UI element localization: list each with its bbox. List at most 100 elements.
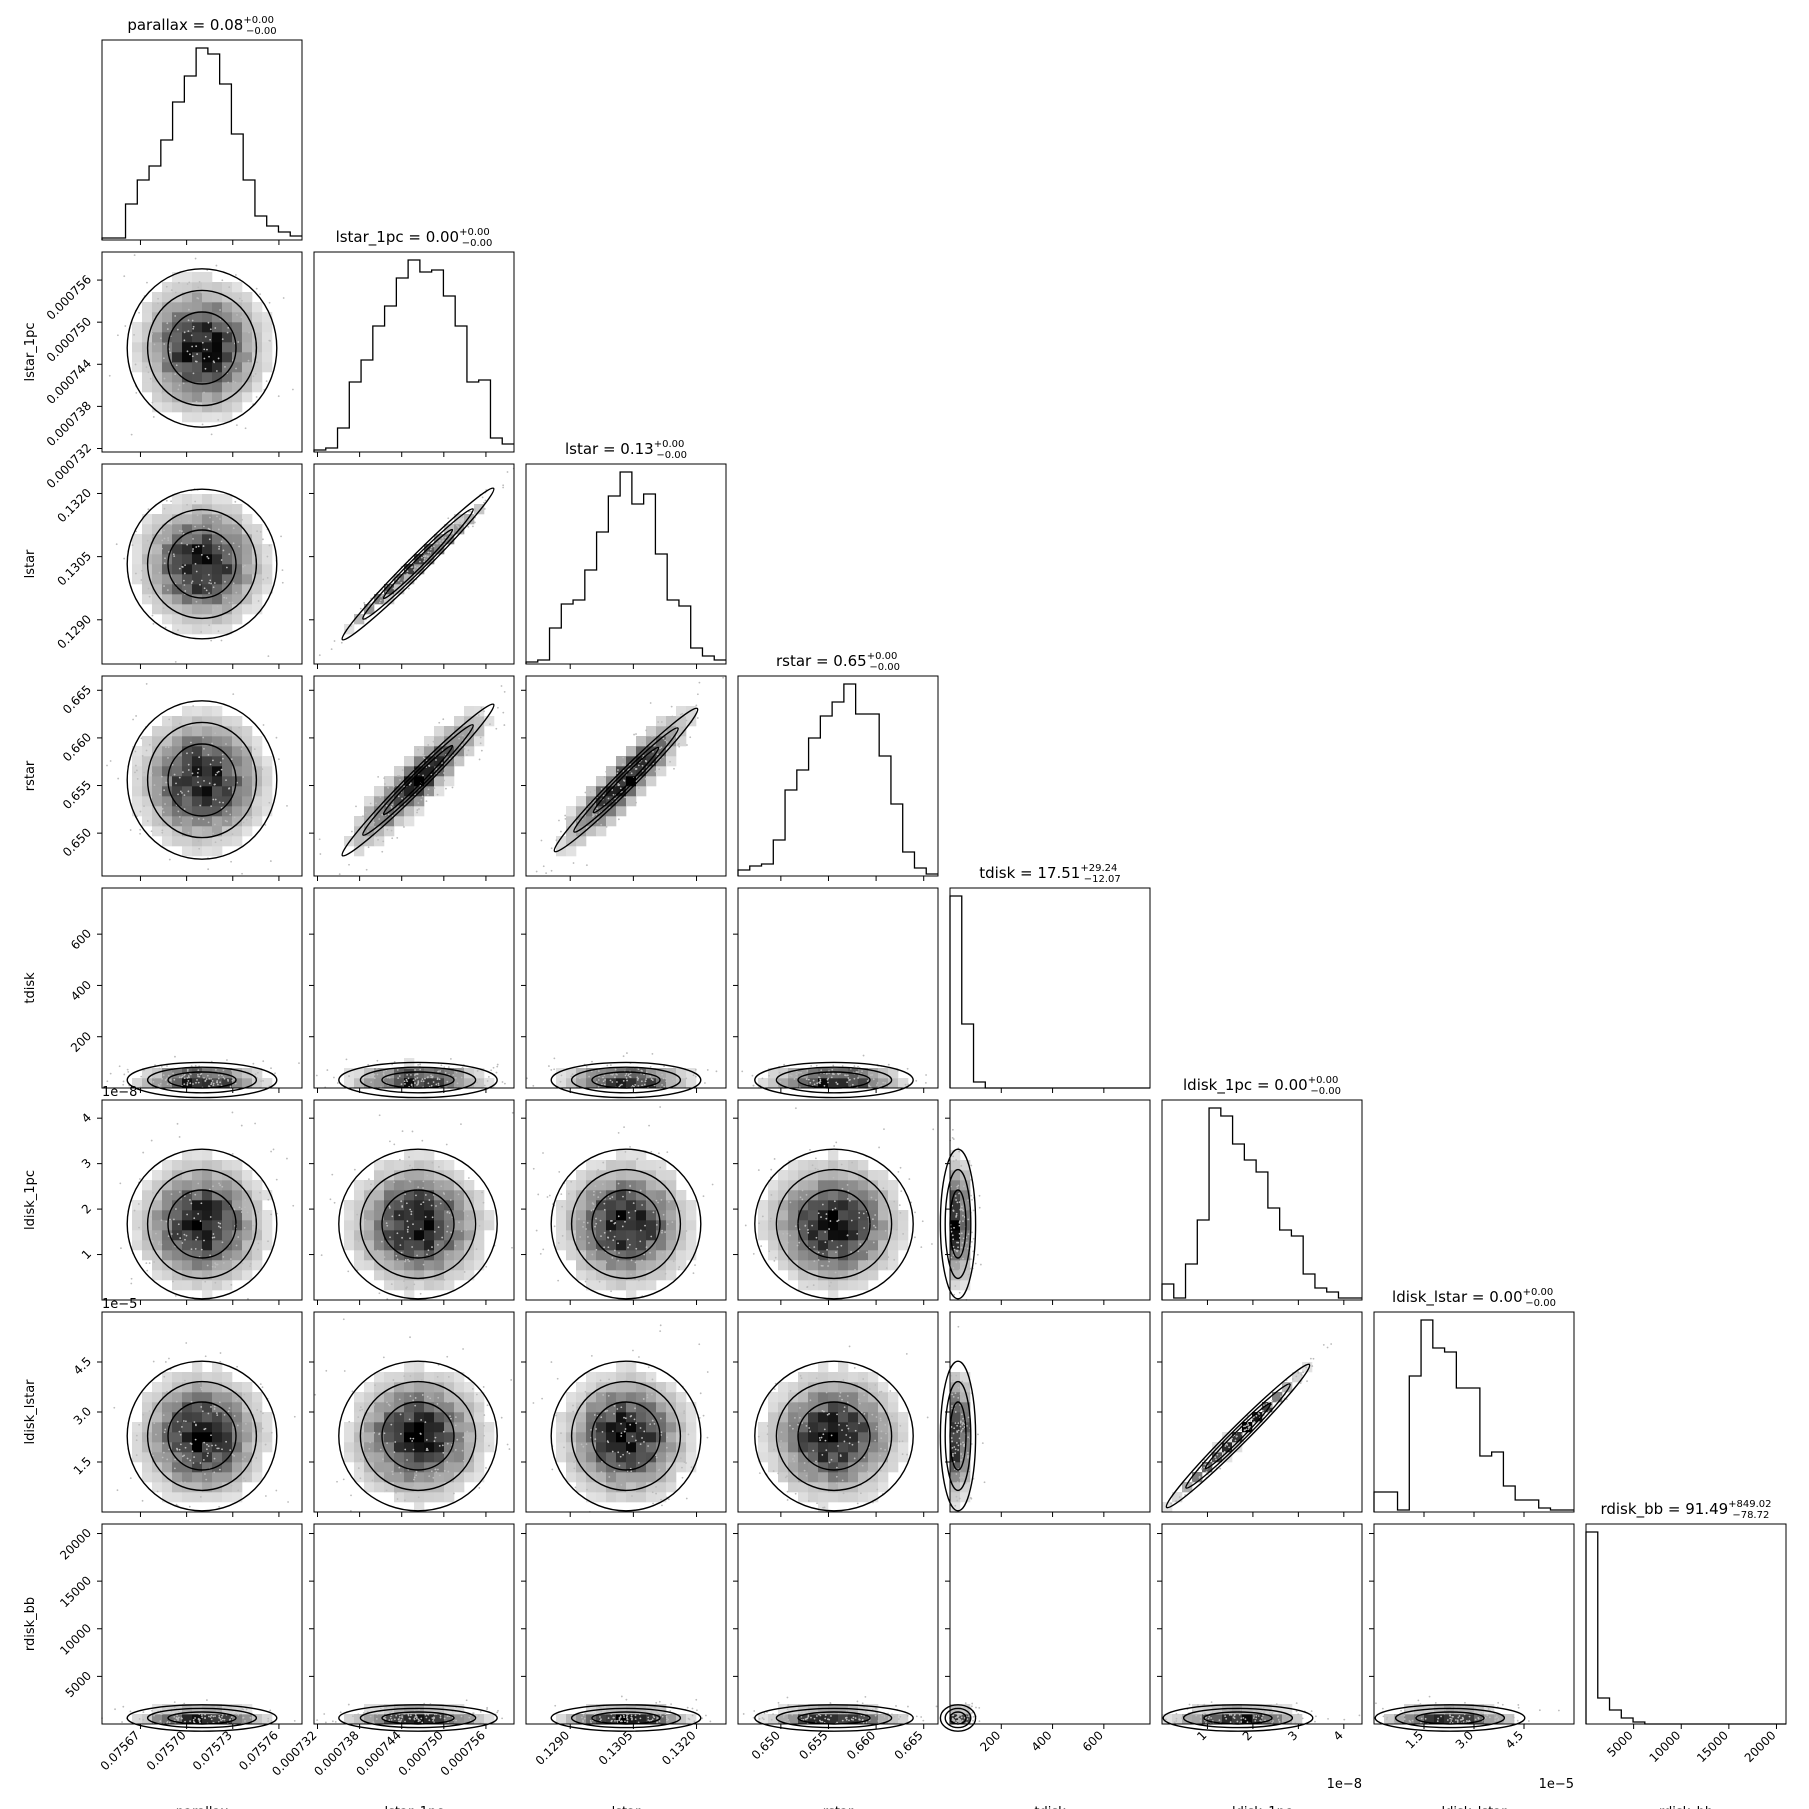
density-cell bbox=[414, 1180, 425, 1191]
scatter-point bbox=[427, 788, 430, 791]
density-cell bbox=[182, 1472, 193, 1483]
density-cell bbox=[586, 1170, 597, 1181]
scatter-point bbox=[186, 503, 188, 506]
density-cell bbox=[252, 554, 263, 565]
scatter-point bbox=[161, 1456, 164, 1459]
scatter-point bbox=[583, 1221, 585, 1224]
density-cell bbox=[414, 776, 425, 787]
density-cell bbox=[192, 1412, 203, 1423]
scatter-point bbox=[236, 1365, 239, 1368]
scatter-point bbox=[607, 1236, 609, 1239]
density-cell bbox=[252, 1180, 263, 1191]
density-cell bbox=[354, 1260, 365, 1271]
scatter-point bbox=[666, 1436, 669, 1439]
scatter-point bbox=[706, 1069, 709, 1071]
scatter-point bbox=[140, 1075, 143, 1078]
scatter-point bbox=[268, 801, 271, 804]
scatter-point bbox=[437, 1226, 440, 1229]
density-cell bbox=[384, 776, 395, 787]
density-cell bbox=[596, 776, 607, 787]
density-cell bbox=[374, 1402, 385, 1413]
density-cell bbox=[666, 1230, 677, 1241]
scatter-point bbox=[435, 1471, 438, 1474]
density-cell bbox=[596, 1230, 607, 1241]
density-cell bbox=[182, 312, 193, 323]
y-tick-label: 0.000732 bbox=[44, 441, 94, 491]
scatter-point bbox=[235, 274, 237, 276]
density-cell bbox=[566, 1462, 577, 1473]
density-cell bbox=[232, 594, 243, 605]
density-cell bbox=[444, 534, 455, 545]
density-cell bbox=[414, 766, 425, 777]
density-cell bbox=[202, 372, 213, 383]
scatter-point bbox=[438, 1078, 441, 1081]
density-cell bbox=[232, 726, 243, 737]
scatter-point bbox=[931, 1243, 933, 1245]
scatter-point bbox=[608, 769, 611, 771]
density-cell bbox=[788, 1200, 799, 1211]
scatter-point bbox=[560, 830, 562, 833]
scatter-point bbox=[452, 1492, 455, 1495]
scatter-point bbox=[286, 1157, 288, 1160]
density-cell bbox=[474, 504, 485, 515]
scatter-point bbox=[228, 553, 231, 556]
density-cell bbox=[182, 726, 193, 737]
density-cell bbox=[626, 1220, 637, 1231]
scatter-point bbox=[210, 1077, 212, 1080]
scatter-point bbox=[235, 367, 237, 370]
density-cell bbox=[838, 1078, 849, 1089]
density-cell bbox=[172, 584, 183, 595]
scatter-point bbox=[193, 1217, 196, 1220]
scatter-point bbox=[244, 564, 246, 567]
density-cell bbox=[192, 1462, 203, 1473]
density-cell bbox=[656, 756, 667, 767]
scatter-point bbox=[483, 1434, 485, 1437]
scatter-point bbox=[392, 587, 395, 590]
density-cell bbox=[394, 1280, 405, 1291]
density-cell bbox=[596, 1462, 607, 1473]
scatter-point bbox=[661, 1504, 663, 1507]
density-cell bbox=[252, 1452, 263, 1463]
scatter-point bbox=[870, 1196, 873, 1199]
density-cell bbox=[202, 1382, 213, 1393]
density-cell bbox=[868, 1492, 879, 1503]
density-cell bbox=[888, 1078, 899, 1089]
density-cell bbox=[162, 544, 173, 555]
density-cells bbox=[344, 504, 485, 635]
scatter-point bbox=[607, 1246, 610, 1249]
density-cell bbox=[586, 786, 597, 797]
scatter-point bbox=[422, 1180, 425, 1183]
scatter-point bbox=[475, 1393, 478, 1396]
scatter-point bbox=[163, 1375, 166, 1378]
contour-line bbox=[126, 1061, 278, 1099]
scatter-point bbox=[660, 1498, 662, 1501]
scatter-point bbox=[148, 743, 151, 746]
scatter-point bbox=[423, 754, 426, 757]
density-cell bbox=[464, 716, 475, 727]
density-cell bbox=[960, 1280, 971, 1291]
density-cell bbox=[232, 836, 243, 847]
scatter-point bbox=[357, 1416, 360, 1419]
density-cell bbox=[686, 1240, 697, 1251]
scatter-point bbox=[178, 1076, 181, 1079]
density-cell bbox=[606, 1160, 617, 1171]
density-cell bbox=[152, 1452, 163, 1463]
scatter-point bbox=[445, 1143, 448, 1146]
density-cell bbox=[646, 1372, 657, 1383]
density-cell bbox=[616, 1220, 627, 1231]
scatter-point bbox=[550, 869, 553, 872]
scatter-point bbox=[571, 1073, 574, 1076]
scatter-point bbox=[174, 1055, 176, 1058]
density-cell bbox=[252, 372, 263, 383]
scatter-point bbox=[921, 1220, 924, 1223]
density-cell bbox=[646, 1432, 657, 1443]
scatter-point bbox=[496, 1065, 499, 1068]
density-cell bbox=[252, 736, 263, 747]
scatter-point bbox=[176, 1390, 178, 1392]
scatter-point bbox=[603, 1083, 606, 1086]
density-cell bbox=[444, 1412, 455, 1423]
scatter-point bbox=[958, 1201, 961, 1204]
density-cell bbox=[636, 1270, 647, 1281]
scatter-point bbox=[133, 333, 135, 336]
